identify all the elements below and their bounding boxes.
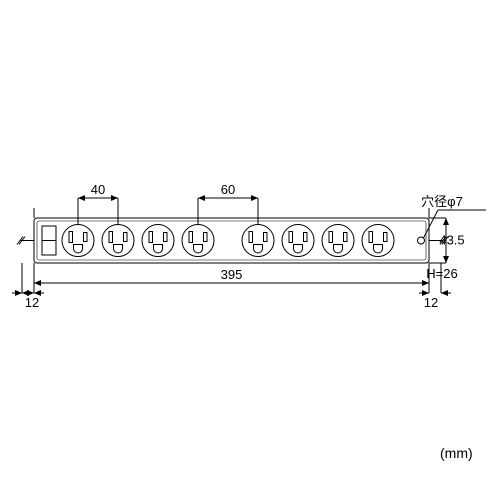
outlet bbox=[182, 225, 214, 257]
outlet bbox=[62, 225, 94, 257]
unit-label: (mm) bbox=[440, 445, 473, 461]
power-switch bbox=[42, 226, 56, 255]
outlet bbox=[282, 225, 314, 257]
svg-text:60: 60 bbox=[221, 182, 235, 197]
dim-depth: H=26 bbox=[426, 266, 457, 281]
outlet bbox=[242, 225, 274, 257]
dim-hole: 穴径φ7 bbox=[421, 194, 463, 209]
power-strip bbox=[34, 218, 429, 263]
svg-text:395: 395 bbox=[221, 267, 243, 282]
outlet bbox=[102, 225, 134, 257]
outlet bbox=[362, 225, 394, 257]
dim-right-12: 12 bbox=[424, 295, 438, 310]
outlet bbox=[322, 225, 354, 257]
outlet bbox=[142, 225, 174, 257]
dim-left-12: 12 bbox=[25, 295, 39, 310]
svg-text:40: 40 bbox=[91, 182, 105, 197]
svg-text:43.5: 43.5 bbox=[439, 233, 464, 248]
